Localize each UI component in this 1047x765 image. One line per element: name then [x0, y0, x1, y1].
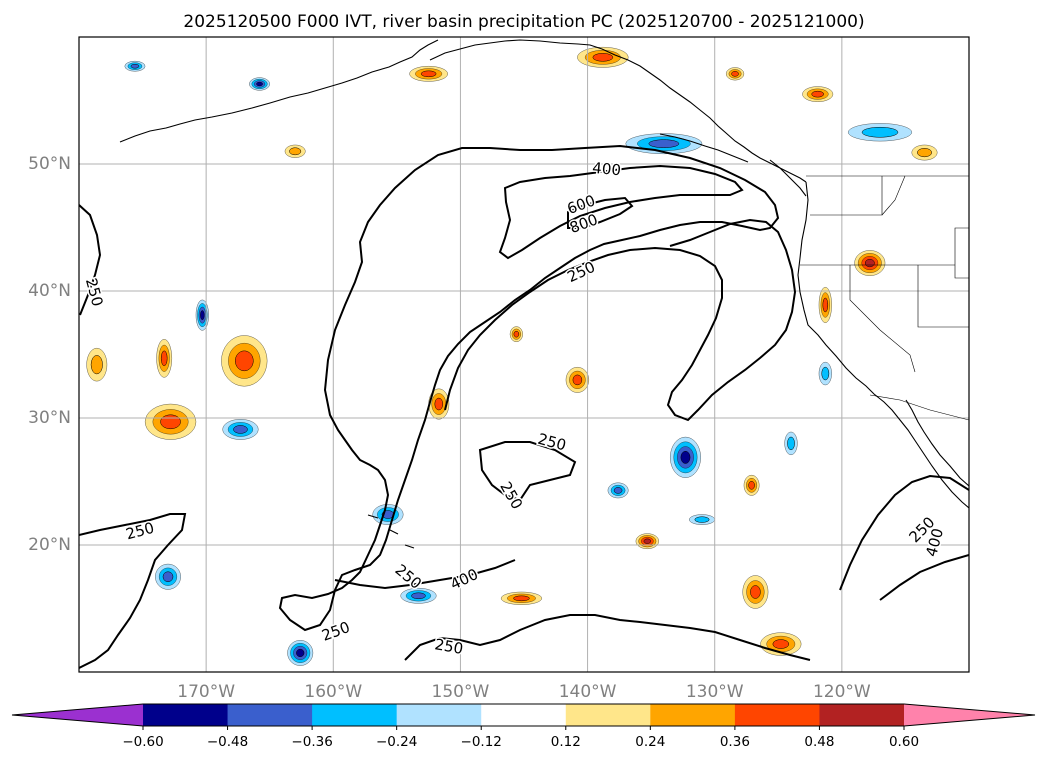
pc-feature-32-level-2: [613, 487, 623, 494]
colorbar-tick-label: −0.36: [291, 734, 332, 750]
colorbar-extend-high: [904, 704, 1035, 726]
coastlines: [119, 39, 969, 549]
pc-feature-22-level-2: [513, 595, 530, 602]
longitude-tick-label: 130°W: [686, 682, 744, 702]
pc-feature-16-level-3: [864, 258, 875, 268]
pc-feature-11-level-2: [731, 71, 739, 77]
colorbar-tick-label: −0.12: [461, 734, 502, 750]
pc-feature-4-level-3: [200, 310, 205, 320]
pc-feature-33-level-1: [694, 516, 710, 523]
longitude-tick-label: 160°W: [304, 682, 362, 702]
longitude-tick-label: 150°W: [432, 682, 490, 702]
colorbar-tick-label: 0.36: [720, 734, 750, 750]
pc-feature-10-level-2: [592, 53, 614, 62]
pc-feature-21-level-2: [750, 585, 761, 599]
pc-feature-34-level-2: [513, 330, 520, 338]
ivt-contours: [79, 144, 969, 669]
colorbar-bin: [481, 704, 567, 726]
latitude-axis: 50°N 40°N 30°N 20°N: [28, 154, 71, 555]
pc-feature-0-level-2: [160, 414, 181, 430]
pc-feature-31-level-1: [821, 366, 830, 381]
pc-feature-8-level-1: [289, 147, 302, 156]
ivt-contour-label: 400: [592, 159, 622, 179]
colorbar-tick-label: 0.60: [889, 734, 919, 750]
colorbar-bin: [734, 704, 820, 726]
border-nv-ut: [917, 265, 969, 328]
pc-feature-5-level-2: [233, 425, 248, 434]
colorbar-tick-label: −0.24: [376, 734, 417, 750]
coastline-hawaii: [367, 514, 415, 549]
colorbar-tick-label: 0.12: [551, 734, 581, 750]
ivt-contour-250-southwest: [79, 513, 187, 669]
pc-feature-9-level-2: [420, 70, 437, 78]
political-borders: [800, 175, 969, 421]
colorbar: −0.60 −0.48 −0.36 −0.24 −0.12 0.12 0.24 0.36 0.4…: [11, 703, 1036, 750]
pc-feature-17-level-2: [822, 297, 829, 313]
colorbar-tick-label: −0.60: [122, 734, 163, 750]
pc-feature-1-level-2: [235, 350, 254, 372]
pc-feature-20-level-3: [643, 538, 652, 544]
pc-feature-23-level-2: [772, 639, 790, 649]
colorbar-bin: [227, 704, 313, 726]
latitude-tick-label: 50°N: [28, 154, 71, 174]
pc-feature-24-level-3: [296, 648, 305, 658]
pc-feature-19-level-2: [572, 374, 583, 386]
longitude-tick-label: 170°W: [177, 682, 235, 702]
latitude-tick-label: 30°N: [28, 408, 71, 428]
pc-feature-30-level-1: [787, 436, 795, 451]
pc-feature-25-level-2: [411, 592, 426, 600]
map-frame: [78, 36, 970, 673]
border-ca-nv: [849, 265, 916, 373]
pc-feature-2-level-2: [160, 350, 168, 367]
pc-feature-29-level-2: [748, 481, 755, 490]
border-us-mexico: [869, 394, 969, 421]
longitude-axis: 170°W 160°W 150°W 140°W 130°W 120°W: [177, 682, 871, 702]
pc-feature-7-level-2: [130, 63, 140, 69]
ivt-contour-250-blob-a: [478, 441, 577, 502]
map-background: [79, 37, 969, 672]
ivt-contour-600: [567, 196, 634, 229]
longitude-tick-label: 120°W: [813, 682, 871, 702]
longitude-tick-label: 140°W: [559, 682, 617, 702]
pc-feature-27-level-2: [162, 571, 174, 583]
grid-lines: [79, 37, 969, 672]
ivt-contour-250-southeast: [839, 474, 969, 601]
pc-feature-6-level-3: [256, 81, 263, 87]
ivt-contour-250-south: [404, 614, 811, 661]
ivt-contour-400-south: [334, 559, 516, 590]
colorbar-bin: [819, 704, 905, 726]
colorbar-tick-label: 0.48: [804, 734, 834, 750]
border-id: [881, 175, 969, 279]
chart-title: 2025120500 F000 IVT, river basin precipi…: [183, 12, 864, 32]
colorbar-bin: [565, 704, 651, 726]
ivt-contour-400-north: [498, 164, 744, 260]
colorbar-bin: [650, 704, 736, 726]
pc-feature-14-level-1: [917, 148, 932, 158]
pc-feature-15-level-2: [648, 139, 680, 148]
colorbar-bin: [396, 704, 482, 726]
ivt-contour-250-inner: [444, 218, 797, 422]
pc-feature-28-level-2: [434, 397, 444, 411]
colorbar-tick-label: −0.48: [207, 734, 248, 750]
pc-feature-13-level-1: [861, 126, 899, 138]
pc-feature-12-level-2: [811, 90, 824, 98]
pc-feature-18-level-3: [680, 450, 691, 464]
precipitation-pc-layer: [86, 47, 938, 666]
colorbar-bin: [143, 704, 229, 726]
coastline-alaska-gulf: [429, 39, 807, 183]
latitude-tick-label: 20°N: [28, 535, 71, 555]
coastline-baja: [905, 399, 969, 487]
ivt-contour-250-west: [79, 204, 102, 316]
coastline-bc-islands: [659, 133, 807, 197]
pc-feature-3-level-1: [90, 355, 103, 375]
colorbar-extend-low: [12, 704, 143, 726]
colorbar-bin: [312, 704, 398, 726]
coastline-us-west: [797, 181, 969, 509]
coastline-aleutians: [119, 39, 439, 143]
latitude-tick-label: 40°N: [28, 281, 71, 301]
colorbar-tick-label: 0.24: [635, 734, 665, 750]
